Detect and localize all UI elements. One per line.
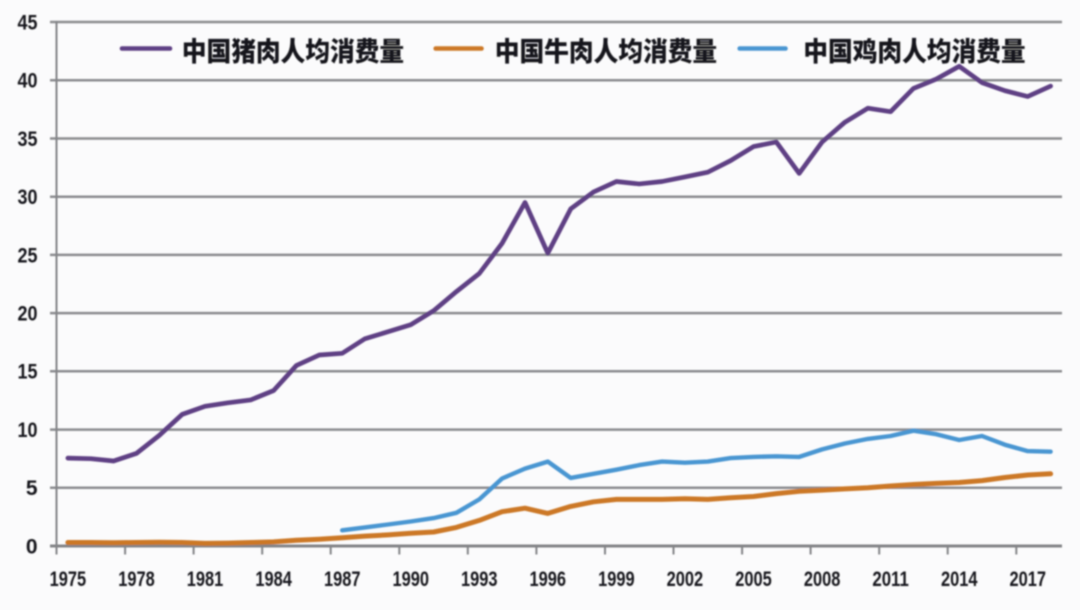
svg-text:1984: 1984: [255, 568, 292, 591]
svg-text:1996: 1996: [530, 568, 567, 591]
svg-text:1978: 1978: [118, 568, 155, 591]
svg-text:1987: 1987: [324, 568, 361, 591]
svg-text:25: 25: [18, 244, 38, 267]
svg-text:2002: 2002: [667, 568, 704, 591]
svg-text:2005: 2005: [735, 568, 772, 591]
svg-text:40: 40: [18, 70, 38, 93]
svg-text:45: 45: [18, 11, 38, 34]
svg-text:1981: 1981: [187, 568, 224, 591]
svg-text:2017: 2017: [1009, 568, 1046, 591]
svg-text:30: 30: [18, 186, 38, 209]
svg-text:1990: 1990: [392, 568, 429, 591]
svg-text:1975: 1975: [50, 568, 87, 591]
svg-text:5: 5: [26, 477, 38, 500]
svg-text:35: 35: [18, 128, 38, 151]
svg-text:2014: 2014: [941, 568, 978, 591]
svg-text:10: 10: [18, 419, 38, 442]
svg-text:1999: 1999: [598, 568, 635, 591]
svg-text:2011: 2011: [872, 568, 909, 591]
svg-text:20: 20: [18, 303, 38, 326]
svg-text:1993: 1993: [461, 568, 498, 591]
svg-text:15: 15: [18, 361, 38, 384]
svg-text:0: 0: [26, 535, 38, 558]
svg-text:2008: 2008: [804, 568, 841, 591]
